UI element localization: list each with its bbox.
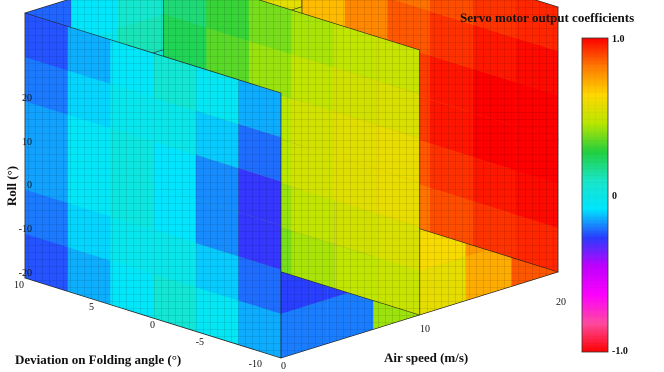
y-tick-label: 5 bbox=[89, 302, 94, 313]
x-tick-label: 0 bbox=[281, 361, 286, 372]
z-tick-label: 10 bbox=[22, 137, 32, 148]
colorbar-tick-label: 1.0 bbox=[612, 34, 625, 45]
slice-volume bbox=[23, 0, 560, 359]
y-tick-label: 10 bbox=[14, 280, 24, 291]
x-tick-label: 10 bbox=[420, 324, 430, 335]
z-axis-label: Roll (°) bbox=[4, 166, 19, 206]
colorbar-tick-label: 0 bbox=[612, 191, 617, 202]
y-tick-label: -5 bbox=[196, 337, 204, 348]
z-tick-label: -20 bbox=[19, 268, 32, 279]
z-tick-label: -10 bbox=[19, 224, 32, 235]
x-axis-label: Air speed (m/s) bbox=[384, 350, 468, 365]
x-slice-plane bbox=[24, 12, 282, 359]
colorbar-title: Servo motor output coefficients bbox=[460, 10, 634, 25]
x-axis-ticks: 0 10 20 bbox=[281, 297, 566, 372]
slice-grid bbox=[24, 12, 282, 359]
y-tick-label: -10 bbox=[249, 359, 262, 370]
z-tick-label: 0 bbox=[27, 180, 32, 191]
x-tick-label: 20 bbox=[556, 297, 566, 308]
z-tick-label: 20 bbox=[22, 93, 32, 104]
colorbar: Servo motor output coefficients 1.0 0 -1… bbox=[460, 10, 634, 357]
y-axis-ticks: 10 5 0 -5 -10 bbox=[14, 280, 262, 370]
y-axis-label: Deviation on Folding angle (°) bbox=[15, 352, 181, 367]
y-tick-label: 0 bbox=[150, 320, 155, 331]
z-axis-ticks: 20 10 0 -10 -20 bbox=[19, 93, 32, 279]
colorbar-tick-label: -1.0 bbox=[612, 346, 628, 357]
